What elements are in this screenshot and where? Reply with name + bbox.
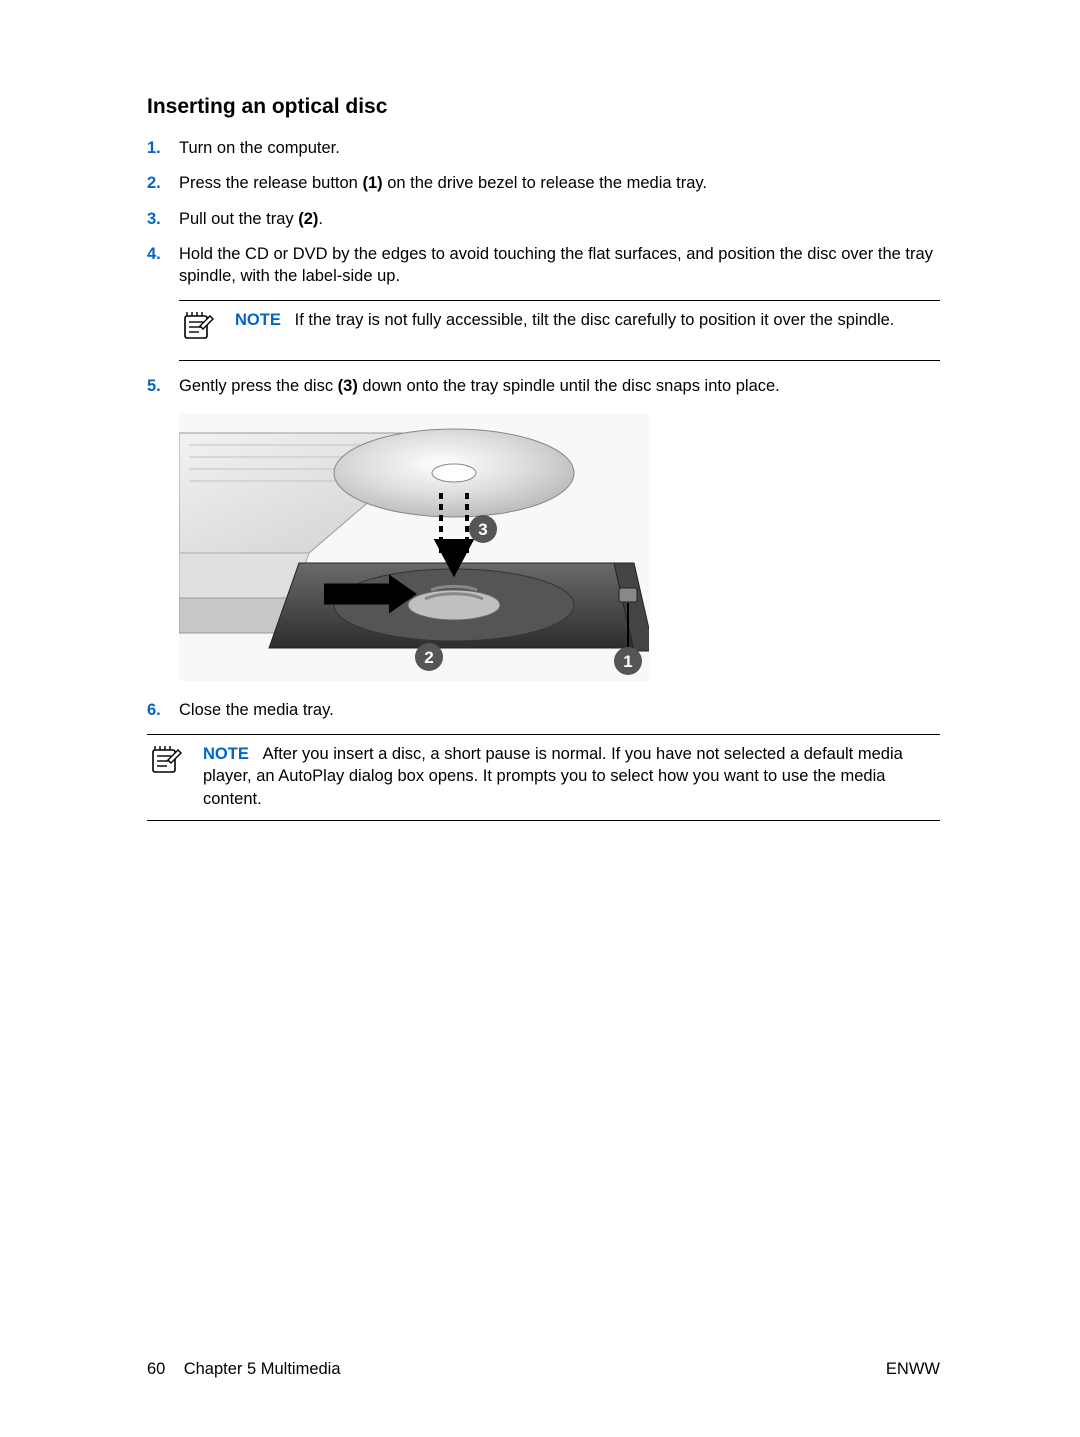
step-text: Gently press the disc (3) down onto the … [179,375,940,397]
step-number: 2. [147,172,179,194]
text-pre: Pull out the tray [179,210,298,228]
step-6: 6. Close the media tray. [147,699,940,721]
note-content: NOTE After you insert a disc, a short pa… [203,743,940,810]
note-label: NOTE [203,745,249,763]
callout-1: 1 [623,652,632,671]
page-footer: 60 Chapter 5 Multimedia ENWW [147,1360,940,1379]
step-text: Hold the CD or DVD by the edges to avoid… [179,243,940,288]
footer-left: 60 Chapter 5 Multimedia [147,1360,341,1379]
step-1: 1. Turn on the computer. [147,137,940,159]
step-text: Press the release button (1) on the driv… [179,172,940,194]
steps-list-cont: 5. Gently press the disc (3) down onto t… [147,375,940,397]
note-text-body: If the tray is not fully accessible, til… [295,311,895,329]
step-number: 5. [147,375,179,397]
step-3: 3. Pull out the tray (2). [147,208,940,230]
text-bold: (2) [298,210,318,228]
note-icon [179,309,217,349]
step-text: Turn on the computer. [179,137,940,159]
callout-2: 2 [424,648,433,667]
footer-right: ENWW [886,1360,940,1379]
step-number: 4. [147,243,179,265]
document-page: Inserting an optical disc 1. Turn on the… [0,0,1080,821]
note-block-2: NOTE After you insert a disc, a short pa… [147,734,940,821]
note-label: NOTE [235,311,281,329]
step-5: 5. Gently press the disc (3) down onto t… [147,375,940,397]
chapter-label: Chapter 5 Multimedia [184,1360,341,1378]
text-bold: (3) [338,377,358,395]
text-post: down onto the tray spindle until the dis… [358,377,780,395]
text-post: . [318,210,323,228]
note-block-1: NOTE If the tray is not fully accessible… [179,300,940,360]
text-pre: Press the release button [179,174,362,192]
section-heading: Inserting an optical disc [147,95,940,119]
step-text: Pull out the tray (2). [179,208,940,230]
step-number: 3. [147,208,179,230]
step-2: 2. Press the release button (1) on the d… [147,172,940,194]
step-4: 4. Hold the CD or DVD by the edges to av… [147,243,940,288]
steps-list: 1. Turn on the computer. 2. Press the re… [147,137,940,287]
text-post: on the drive bezel to release the media … [383,174,707,192]
step-text: Close the media tray. [179,699,940,721]
text-pre: Gently press the disc [179,377,338,395]
note-content: NOTE If the tray is not fully accessible… [235,309,940,331]
step-number: 6. [147,699,179,721]
step-number: 1. [147,137,179,159]
page-number: 60 [147,1360,165,1378]
note-text-body: After you insert a disc, a short pause i… [203,745,903,808]
disc-illustration: 3 2 1 [179,413,649,681]
steps-list-cont2: 6. Close the media tray. [147,699,940,721]
text-bold: (1) [362,174,382,192]
note-icon [147,743,185,783]
callout-3: 3 [478,520,487,539]
